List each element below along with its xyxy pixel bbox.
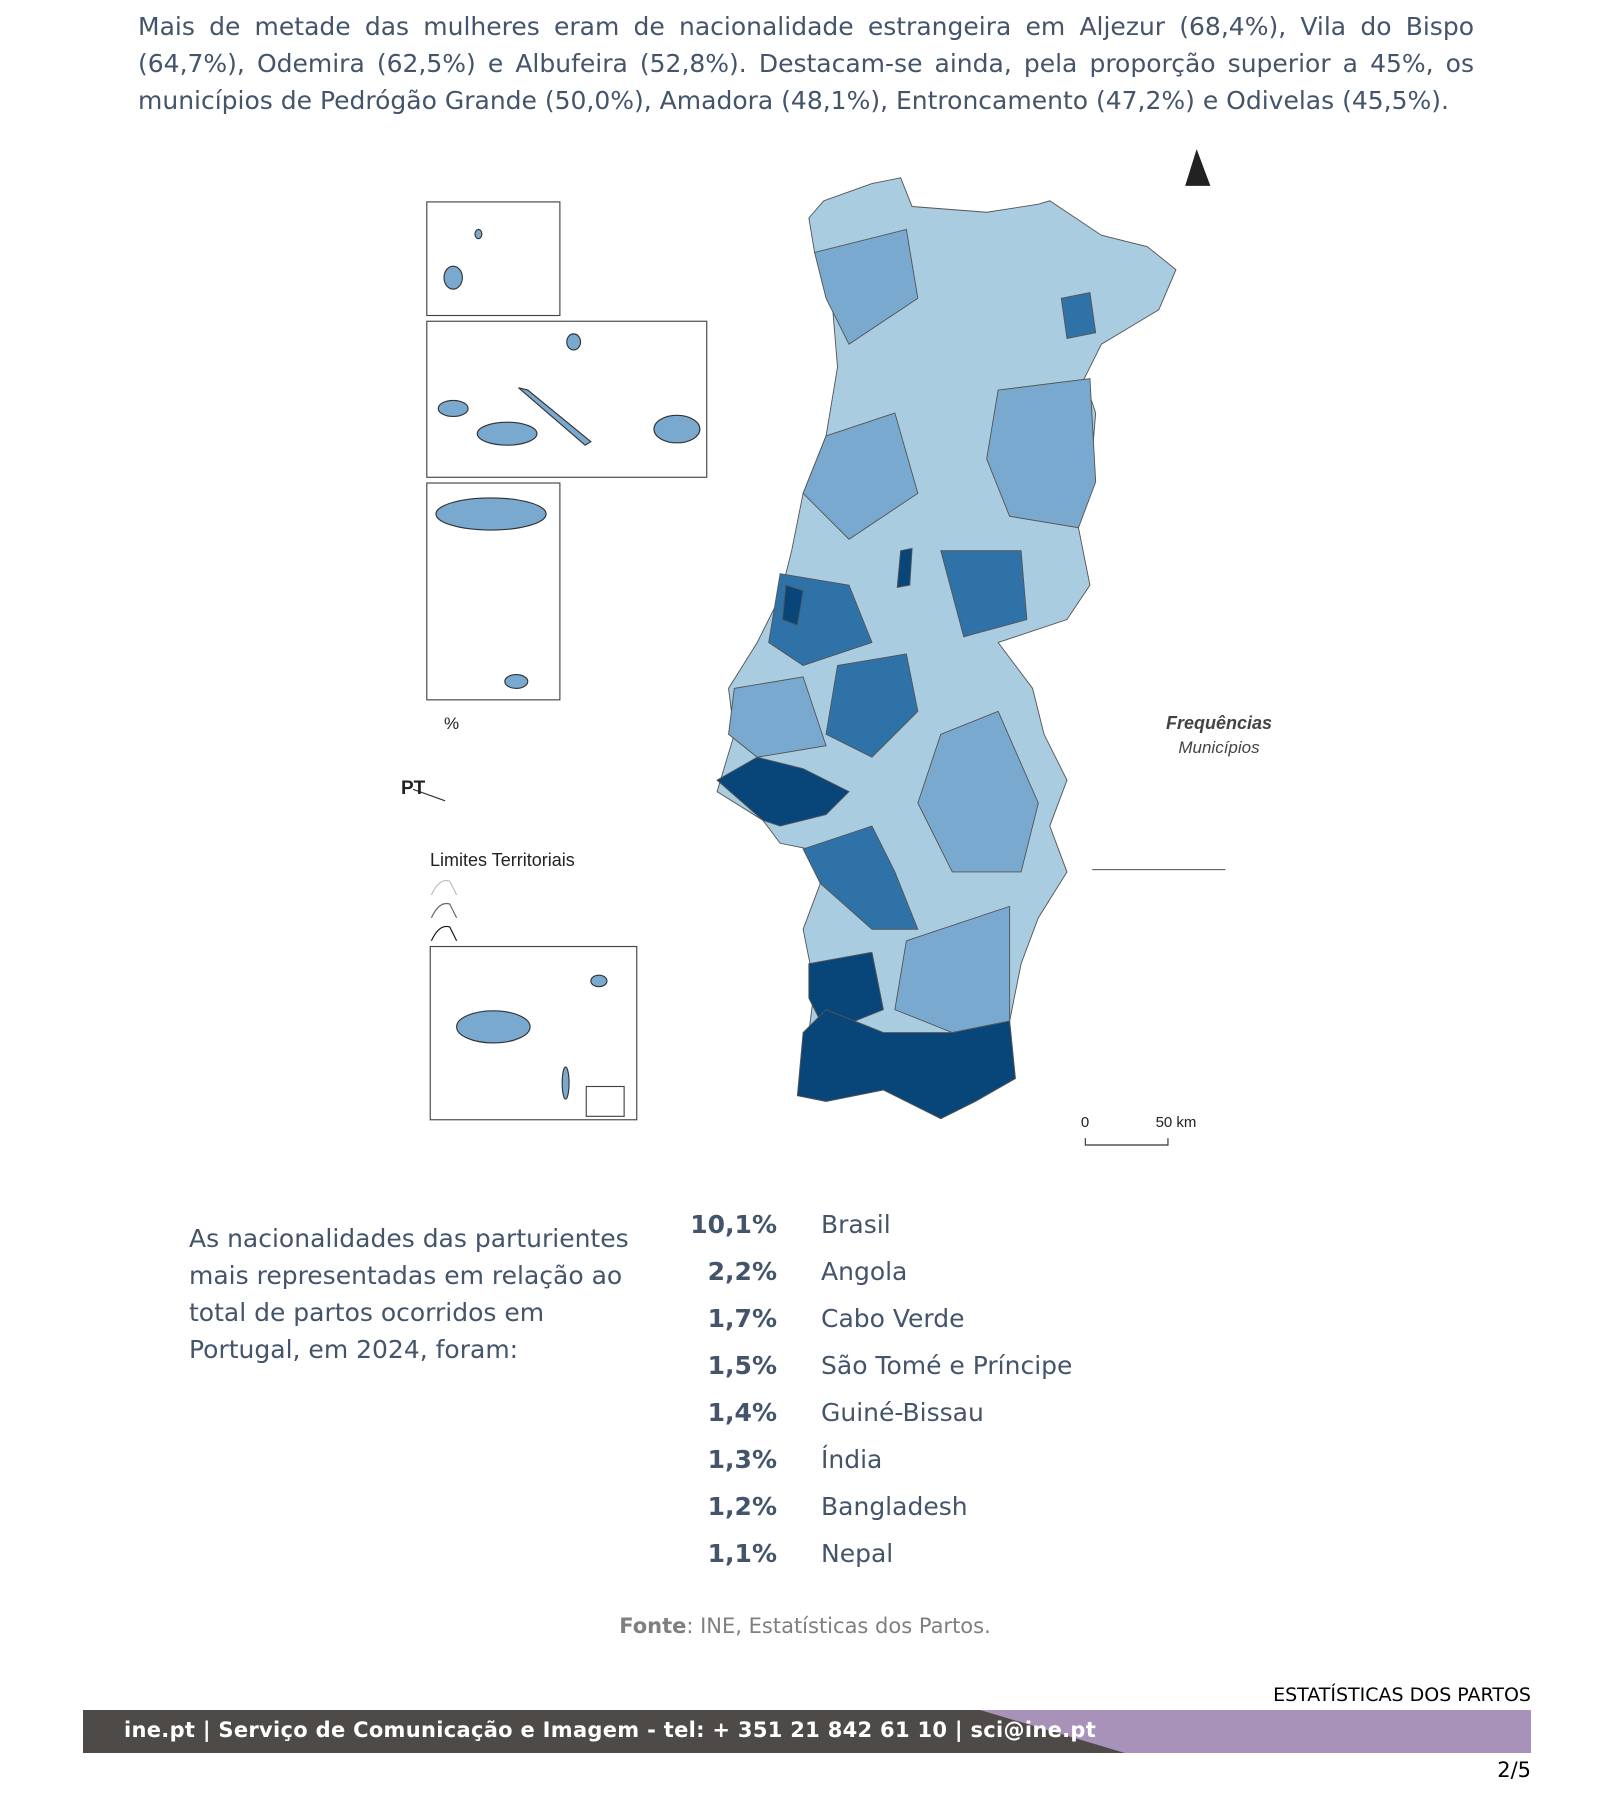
pt-label: PT <box>401 778 426 799</box>
nationality-country: Nepal <box>821 1539 894 1568</box>
mainland <box>716 177 1177 1120</box>
footer-contact: ine.pt | Serviço de Comunicação e Imagem… <box>124 1718 1097 1742</box>
limits-title: Limites Territoriais <box>430 850 575 870</box>
limits-icons <box>430 880 458 942</box>
frequency-title: Frequências <box>1166 713 1272 733</box>
nationality-country: Brasil <box>821 1210 891 1239</box>
intro-paragraph: Mais de metade das mulheres eram de naci… <box>138 12 1474 115</box>
nationality-share: 1,4% <box>707 1398 777 1427</box>
page-number: 2/5 <box>1497 1758 1531 1782</box>
nationality-share: 1,3% <box>707 1445 777 1474</box>
nationality-share: 1,5% <box>707 1351 777 1380</box>
north-arrow <box>1185 149 1211 186</box>
nationality-country: São Tomé e Príncipe <box>821 1351 1073 1380</box>
nationality-share: 1,2% <box>707 1492 777 1521</box>
nationality-country: Bangladesh <box>821 1492 968 1521</box>
summary-text: As nacionalidades das parturientes mais … <box>189 1224 629 1364</box>
scale-bar <box>1084 1138 1169 1146</box>
scale-label: 0 <box>1081 1114 1089 1131</box>
footer-bar <box>83 1710 1125 1753</box>
nationality-country: Cabo Verde <box>821 1304 965 1333</box>
scale-label: 50 km <box>1156 1114 1197 1131</box>
map-texts: % PT Limites Territoriais Frequências Mu… <box>401 713 1272 1131</box>
source-label: Fonte <box>619 1614 687 1638</box>
inset-frames <box>426 201 708 1121</box>
nationality-share: 1,7% <box>707 1304 777 1333</box>
frequency-subtitle: Municípios <box>1178 738 1260 757</box>
source-text: : INE, Estatísticas dos Partos. <box>686 1614 991 1638</box>
nationality-country: Guiné-Bissau <box>821 1398 984 1427</box>
islands <box>435 228 701 1100</box>
nationality-country: Angola <box>821 1257 908 1286</box>
legend-title: % <box>444 714 459 733</box>
footer-section: ESTATÍSTICAS DOS PARTOS <box>1273 1684 1531 1706</box>
map-drawing <box>412 149 1226 1146</box>
nationality-share: 2,2% <box>707 1257 777 1286</box>
nationality-country: Índia <box>821 1445 883 1474</box>
source: Fonte: INE, Estatísticas dos Partos. <box>0 1614 1610 1638</box>
nationality-share: 10,1% <box>690 1210 777 1239</box>
nationality-share: 1,1% <box>707 1539 777 1568</box>
pt-leader <box>412 788 446 802</box>
